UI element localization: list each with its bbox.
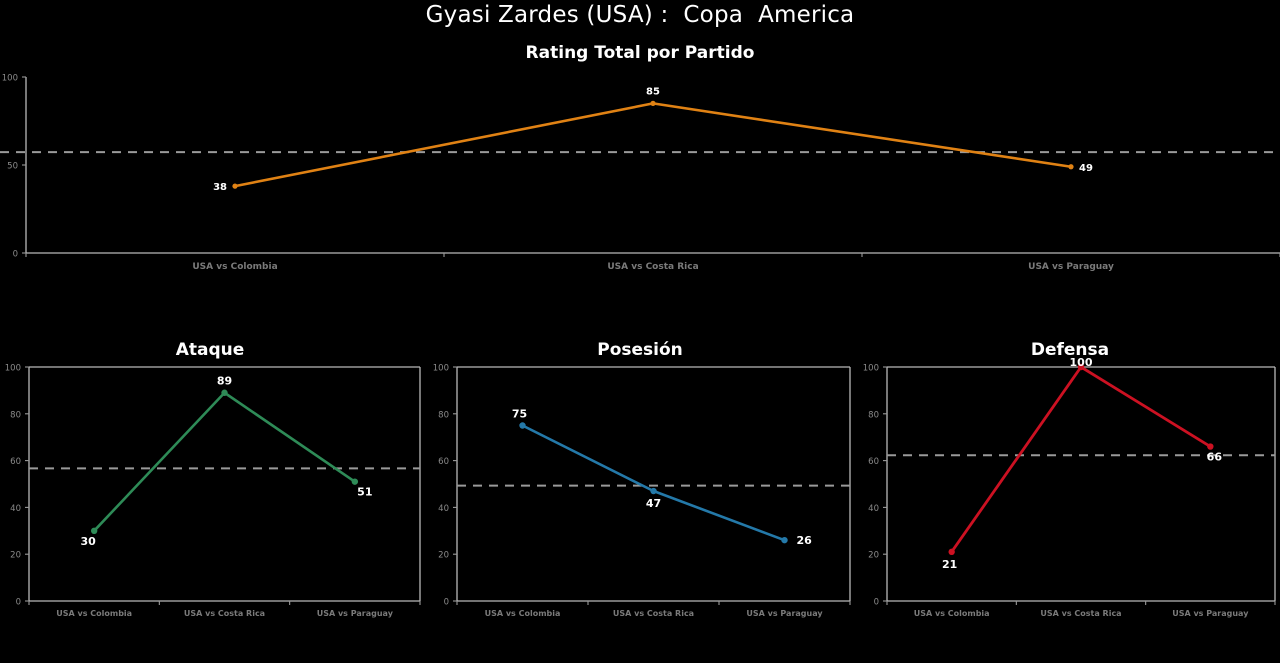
data-point-marker: [781, 536, 788, 544]
figure-sub-title: Rating Total por Partido: [525, 43, 755, 63]
defensa-title: Defensa: [1030, 340, 1110, 360]
x-tick-label: USA vs Colombia: [485, 609, 561, 618]
chart-posesion: Posesión 0 20 40 60 80 100 USA vs Colombia USA …: [430, 335, 860, 625]
x-tick-label: USA vs Costa Rica: [1040, 609, 1121, 618]
defensa-plot-area: 0 20 40 60 80 100 USA vs Colombia USA vs Costa …: [863, 356, 1276, 618]
data-point-marker: [1077, 363, 1085, 371]
series-line: [521, 424, 786, 542]
y-tick-label: 0: [874, 598, 879, 608]
series-line: [92, 391, 357, 533]
x-tick-label: USA vs Colombia: [56, 609, 132, 618]
y-tick-label: 100: [2, 74, 18, 84]
data-point-label: 66: [1207, 451, 1223, 464]
data-point-label: 21: [942, 558, 957, 571]
series-line: [233, 102, 1073, 188]
y-tick-label: 40: [868, 504, 879, 514]
y-tick-label: 40: [10, 504, 21, 514]
y-tick-label: 100: [433, 364, 449, 374]
figure-main-title: Gyasi Zardes (USA) : Copa America: [425, 2, 855, 28]
y-tick-label: 0: [444, 598, 449, 608]
y-tick-label: 50: [7, 162, 18, 172]
x-tick-label: USA vs Costa Rica: [607, 262, 698, 272]
chart-ataque: Ataque 0 20 40 60 80 100 USA vs Colombia USA vs…: [0, 335, 430, 625]
y-tick-label: 100: [863, 364, 879, 374]
data-point-marker: [650, 100, 656, 106]
y-tick-label: 60: [10, 457, 21, 467]
data-point-marker: [519, 422, 526, 429]
series-line: [950, 365, 1212, 554]
data-point-marker: [1068, 164, 1074, 170]
y-tick-label: 20: [10, 551, 21, 561]
y-tick-label: 40: [438, 504, 449, 514]
x-tick-label: USA vs Colombia: [914, 609, 990, 618]
data-point-marker: [232, 183, 238, 189]
chart-rating-total: 0 50 100 USA vs Colombia USA vs Costa Rica US…: [0, 65, 1280, 280]
rating-total-plot-area: 0 50 100 USA vs Colombia USA vs Costa Rica US…: [0, 74, 1280, 272]
posesion-plot-area: 0 20 40 60 80 100 USA vs Colombia USA vs Costa …: [433, 364, 851, 618]
y-tick-label: 60: [868, 457, 879, 467]
data-point-label: 26: [797, 534, 813, 547]
data-point-label: 38: [213, 182, 227, 193]
y-tick-label: 80: [438, 410, 449, 420]
x-tick-label: USA vs Paraguay: [1172, 609, 1249, 618]
x-tick-label: USA vs Costa Rica: [184, 609, 265, 618]
x-tick-label: USA vs Paraguay: [746, 609, 823, 618]
data-point-label: 75: [512, 408, 527, 421]
y-tick-label: 60: [438, 457, 449, 467]
data-point-marker: [650, 487, 657, 495]
data-point-label: 85: [646, 86, 660, 97]
y-tick-label: 0: [13, 250, 18, 260]
data-point-marker: [221, 389, 228, 396]
data-point-label: 51: [357, 486, 372, 499]
data-point-label: 47: [646, 497, 661, 510]
x-tick-label: USA vs Paraguay: [1028, 262, 1114, 272]
y-tick-label: 20: [868, 551, 879, 561]
x-tick-label: USA vs Paraguay: [317, 609, 394, 618]
x-tick-label: USA vs Costa Rica: [613, 609, 694, 618]
data-point-label: 30: [81, 535, 97, 548]
data-point-marker: [351, 478, 359, 485]
data-point-marker: [90, 527, 98, 534]
x-tick-label: USA vs Colombia: [192, 262, 277, 272]
data-point-marker: [948, 548, 955, 556]
ataque-plot-area: 0 20 40 60 80 100 USA vs Colombia USA vs Costa …: [5, 364, 421, 618]
posesion-title: Posesión: [597, 340, 683, 360]
data-point-label: 49: [1079, 163, 1093, 174]
ataque-title: Ataque: [175, 340, 245, 360]
data-point-marker: [1207, 443, 1214, 450]
y-tick-label: 80: [868, 410, 879, 420]
data-point-label: 89: [217, 375, 232, 388]
y-tick-label: 100: [5, 364, 21, 374]
y-tick-label: 0: [16, 598, 21, 608]
y-tick-label: 20: [438, 551, 449, 561]
chart-defensa: Defensa 0 20 40 60 80 100 USA vs Colombia USA v…: [860, 335, 1280, 625]
y-tick-label: 80: [10, 410, 21, 420]
